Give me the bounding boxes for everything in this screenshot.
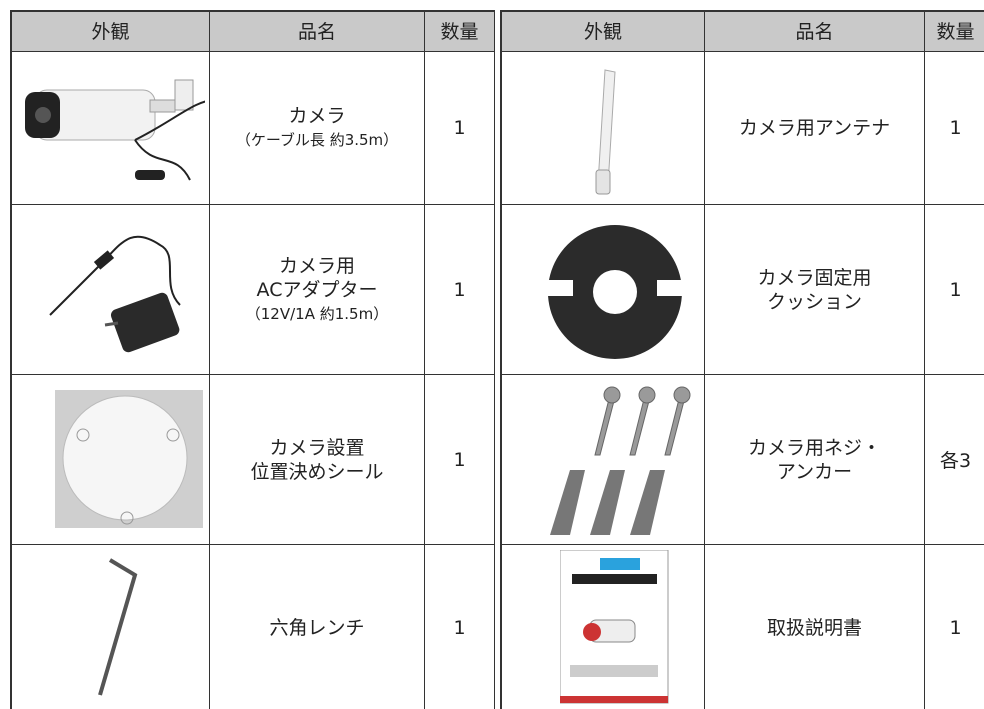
header-cell: 数量 (925, 10, 984, 52)
screws-image (550, 386, 691, 535)
item-name: ACアダプター (256, 278, 378, 301)
item-name: 取扱説明書 (766, 617, 862, 639)
header-text: 外観 (583, 20, 622, 43)
adapter-image (49, 235, 181, 353)
item-name: アンカー (776, 460, 853, 483)
qty-cell: 1 (925, 52, 984, 205)
item-name: カメラ用 (278, 254, 355, 277)
header-cell: 品名 (705, 10, 925, 52)
name-cell: カメラ用ネジ・ アンカー (705, 375, 925, 545)
item-quantity: 1 (949, 117, 962, 139)
item-name: カメラ (288, 105, 346, 127)
manual-image (560, 550, 669, 704)
seal-image (55, 390, 203, 528)
item-quantity: 1 (949, 617, 962, 639)
item-quantity: 1 (453, 448, 466, 471)
item-quantity: 1 (949, 278, 962, 301)
name-cell: 六角レンチ (210, 545, 425, 709)
qty-cell: 1 (925, 545, 984, 709)
header-text: 品名 (795, 20, 834, 43)
name-cell: 取扱説明書 (705, 545, 925, 709)
item-name: カメラ用ネジ・ (747, 436, 881, 459)
item-name: 位置決めシール (250, 460, 384, 483)
image-cell (500, 375, 705, 545)
item-name: カメラ用アンテナ (738, 117, 891, 139)
name-cell: カメラ用アンテナ (705, 52, 925, 205)
item-name: （ケーブル長 約3.5m） (235, 131, 399, 149)
name-cell: カメラ固定用 クッション (705, 205, 925, 375)
header-cell: 外観 (500, 10, 705, 52)
image-cell (500, 205, 705, 375)
camera-image (25, 79, 205, 181)
name-cell: カメラ設置 位置決めシール (210, 375, 425, 545)
image-cell (500, 52, 705, 205)
qty-cell: 1 (425, 205, 495, 375)
image-cell (10, 52, 210, 205)
item-quantity: 各3 (939, 450, 972, 472)
header-text: 数量 (936, 20, 975, 43)
item-quantity: 1 (453, 117, 466, 139)
image-cell (10, 545, 210, 709)
item-name: （12V/1A 約1.5m） (245, 304, 389, 323)
header-cell: 数量 (425, 10, 495, 52)
item-name: カメラ設置 (269, 436, 365, 459)
name-cell: カメラ （ケーブル長 約3.5m） (210, 52, 425, 205)
cushion-image (545, 225, 685, 359)
qty-cell: 1 (425, 375, 495, 545)
item-name: 六角レンチ (269, 617, 365, 639)
item-name: カメラ固定用 (757, 266, 872, 289)
name-cell: カメラ用 ACアダプター （12V/1A 約1.5m） (210, 205, 425, 375)
header-cell: 品名 (210, 10, 425, 52)
header-text: 数量 (440, 20, 479, 43)
wrench-image (98, 558, 138, 696)
image-cell (10, 205, 210, 375)
qty-cell: 1 (425, 52, 495, 205)
antenna-image (595, 69, 616, 195)
item-name: クッション (766, 290, 862, 313)
item-quantity: 1 (453, 278, 466, 301)
header-text: 品名 (297, 20, 336, 43)
qty-cell: 各3 (925, 375, 984, 545)
qty-cell: 1 (925, 205, 984, 375)
qty-cell: 1 (425, 545, 495, 709)
image-cell (500, 545, 705, 709)
item-quantity: 1 (453, 617, 466, 639)
header-text: 外観 (91, 20, 130, 43)
image-cell (10, 375, 210, 545)
header-cell: 外観 (10, 10, 210, 52)
